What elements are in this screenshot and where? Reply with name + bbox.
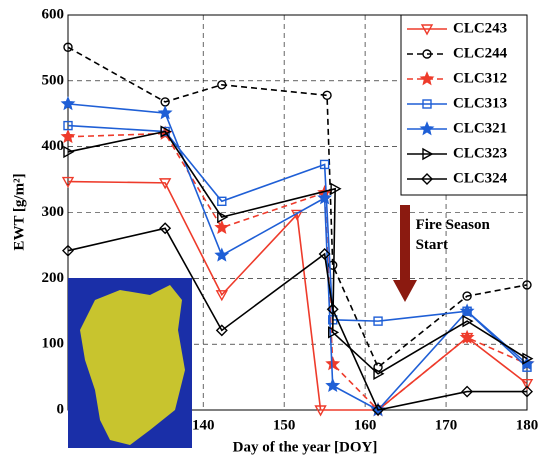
legend-label: CLC323 xyxy=(453,145,507,161)
y-tick-label: 400 xyxy=(42,138,65,154)
y-tick-label: 500 xyxy=(42,72,65,88)
x-axis-label: Day of the year [DOY] xyxy=(233,439,378,455)
chart: Fire Season Start Day of the year [DOY] E… xyxy=(0,0,543,461)
inset-map xyxy=(68,278,192,448)
x-tick-label: 140 xyxy=(192,417,215,433)
legend-label: CLC313 xyxy=(453,95,507,111)
legend-label: CLC244 xyxy=(453,45,508,61)
x-tick-label: 180 xyxy=(516,417,539,433)
x-tick-label: 160 xyxy=(354,417,377,433)
legend-label: CLC321 xyxy=(453,120,507,136)
x-tick-label: 150 xyxy=(273,417,296,433)
y-tick-label: 0 xyxy=(57,401,65,417)
annotation-line: Fire Season xyxy=(416,217,491,233)
x-tick-label: 170 xyxy=(435,417,458,433)
y-tick-label: 300 xyxy=(42,204,65,220)
legend-label: CLC324 xyxy=(453,170,508,186)
y-tick-label: 600 xyxy=(42,6,65,22)
y-axis-label: EWT [g/m²] xyxy=(11,173,27,250)
legend-label: CLC312 xyxy=(453,70,507,86)
annotation-line: Start xyxy=(416,237,449,253)
y-tick-label: 200 xyxy=(42,270,65,286)
y-tick-label: 100 xyxy=(42,336,65,352)
legend-label: CLC243 xyxy=(453,20,507,36)
